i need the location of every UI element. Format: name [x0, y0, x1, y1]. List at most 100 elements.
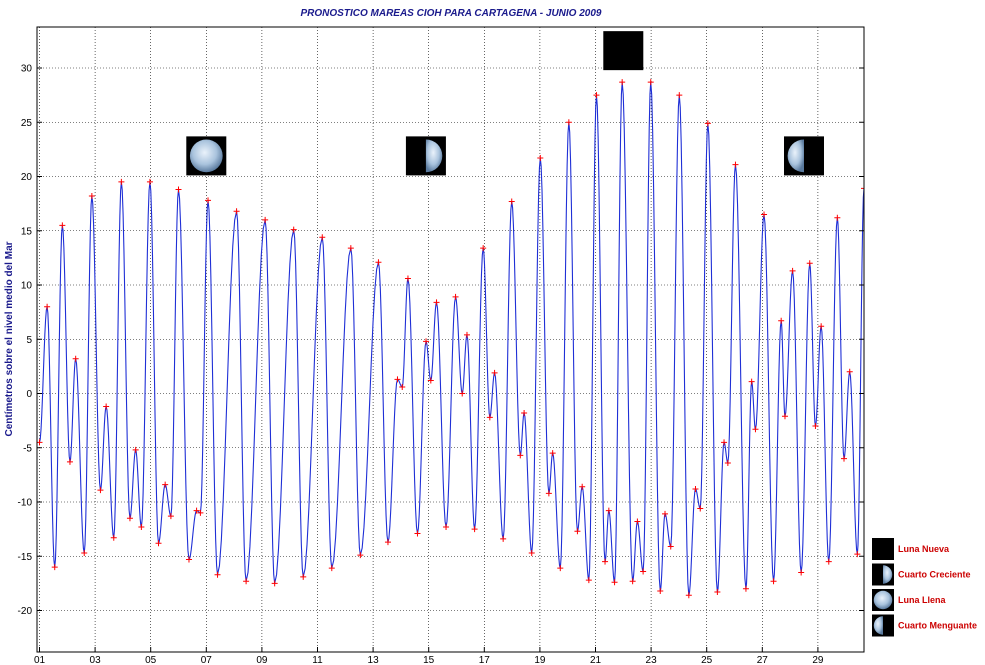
extremum-marker	[103, 403, 110, 410]
extremum-marker	[205, 197, 212, 204]
extremum-marker	[704, 120, 711, 127]
x-axis-ticks: 01 03 05 07 09 11 13 15 17 19 21 23 25 27 29	[34, 647, 824, 665]
extremum-marker	[300, 573, 307, 580]
extremum-marker	[486, 414, 493, 421]
extremum-marker	[781, 413, 788, 420]
extremum-marker	[692, 485, 699, 492]
extremum-marker	[433, 299, 440, 306]
y-tick-label: -15	[18, 552, 33, 563]
extremum-marker	[732, 161, 739, 168]
extremum-marker	[175, 186, 182, 193]
moon-disc	[873, 616, 883, 635]
extremum-marker	[667, 543, 674, 550]
extremum-marker	[118, 178, 125, 185]
x-tick-label: 09	[256, 655, 268, 665]
extremum-marker	[271, 580, 278, 587]
extremum-marker	[714, 589, 721, 596]
x-tick-label: 03	[90, 655, 102, 665]
extremum-marker	[812, 423, 819, 430]
extremum-marker	[748, 378, 755, 385]
y-tick-label: -10	[18, 498, 33, 509]
extremum-marker	[414, 530, 421, 537]
extremum-marker	[72, 355, 79, 362]
x-tick-label: 21	[590, 655, 602, 665]
extremum-marker	[328, 565, 335, 572]
extremum-marker	[262, 216, 269, 223]
moon-icon-background	[603, 31, 644, 71]
extrema-markers	[37, 79, 864, 599]
extremum-marker	[629, 578, 636, 585]
extremum-marker	[818, 323, 825, 330]
full-moon-icon	[186, 136, 227, 176]
extremum-marker	[565, 119, 572, 126]
extremum-marker	[574, 528, 581, 535]
extremum-marker	[593, 92, 600, 99]
moon-disc	[425, 139, 443, 173]
moon-disc	[787, 139, 804, 173]
extremum-marker	[778, 317, 785, 324]
x-tick-label: 07	[201, 655, 213, 665]
extremum-marker	[452, 293, 459, 300]
extremum-marker	[132, 446, 139, 453]
moon-phase-legend: Luna Nueva Cuarto Creciente Luna Llena Cuar…	[872, 538, 977, 637]
extremum-marker	[162, 481, 169, 488]
extremum-marker	[197, 509, 204, 516]
extremum-marker	[233, 208, 240, 215]
extremum-marker	[399, 383, 406, 390]
x-tick-label: 17	[479, 655, 491, 665]
legend-label: Luna Nueva	[898, 544, 950, 554]
extremum-marker	[742, 585, 749, 592]
extremum-marker	[423, 338, 430, 345]
extremum-marker	[697, 505, 704, 512]
y-tick-label: 0	[26, 389, 32, 400]
new-moon-icon	[603, 31, 644, 71]
extremum-marker	[841, 455, 848, 462]
tide-line	[38, 82, 864, 596]
last-quarter-moon-icon	[784, 136, 824, 176]
extremum-marker	[834, 214, 841, 221]
extremum-marker	[357, 552, 364, 559]
extremum-marker	[528, 549, 535, 556]
tide-series	[38, 82, 864, 596]
extremum-marker	[752, 426, 759, 433]
extremum-marker	[500, 535, 507, 542]
extremum-marker	[126, 515, 133, 522]
extremum-marker	[825, 558, 832, 565]
y-tick-label: 5	[26, 335, 32, 346]
extremum-marker	[66, 458, 73, 465]
extremum-marker	[806, 260, 813, 267]
extremum-marker	[243, 578, 250, 585]
y-tick-label: 30	[21, 64, 33, 75]
extremum-marker	[517, 452, 524, 459]
extremum-marker	[375, 259, 382, 266]
extremum-marker	[657, 587, 664, 594]
extremum-marker	[471, 526, 478, 533]
x-tick-label: 11	[312, 655, 323, 665]
extremum-marker	[634, 518, 641, 525]
extremum-marker	[854, 551, 861, 558]
extremum-marker	[110, 534, 117, 541]
extremum-marker	[214, 571, 221, 578]
y-tick-label: 15	[21, 226, 33, 237]
y-tick-label: 20	[21, 172, 33, 183]
y-tick-label: -5	[23, 443, 32, 454]
extremum-marker	[459, 390, 466, 397]
extremum-marker	[789, 267, 796, 274]
extremum-marker	[97, 487, 104, 494]
extremum-marker	[427, 377, 434, 384]
extremum-marker	[319, 234, 326, 241]
moon-disc	[883, 565, 893, 584]
extremum-marker	[155, 540, 162, 547]
extremum-marker	[585, 577, 592, 584]
first-quarter-moon-icon	[872, 563, 894, 586]
extremum-marker	[557, 565, 564, 572]
extremum-marker	[384, 539, 391, 546]
extremum-marker	[463, 331, 470, 338]
extremum-marker	[51, 564, 58, 571]
moon-icon-background	[872, 538, 894, 560]
x-tick-label: 25	[701, 655, 713, 665]
extremum-marker	[521, 410, 528, 417]
x-tick-label: 15	[423, 655, 435, 665]
extremum-marker	[491, 369, 498, 376]
extremum-marker	[44, 303, 51, 310]
